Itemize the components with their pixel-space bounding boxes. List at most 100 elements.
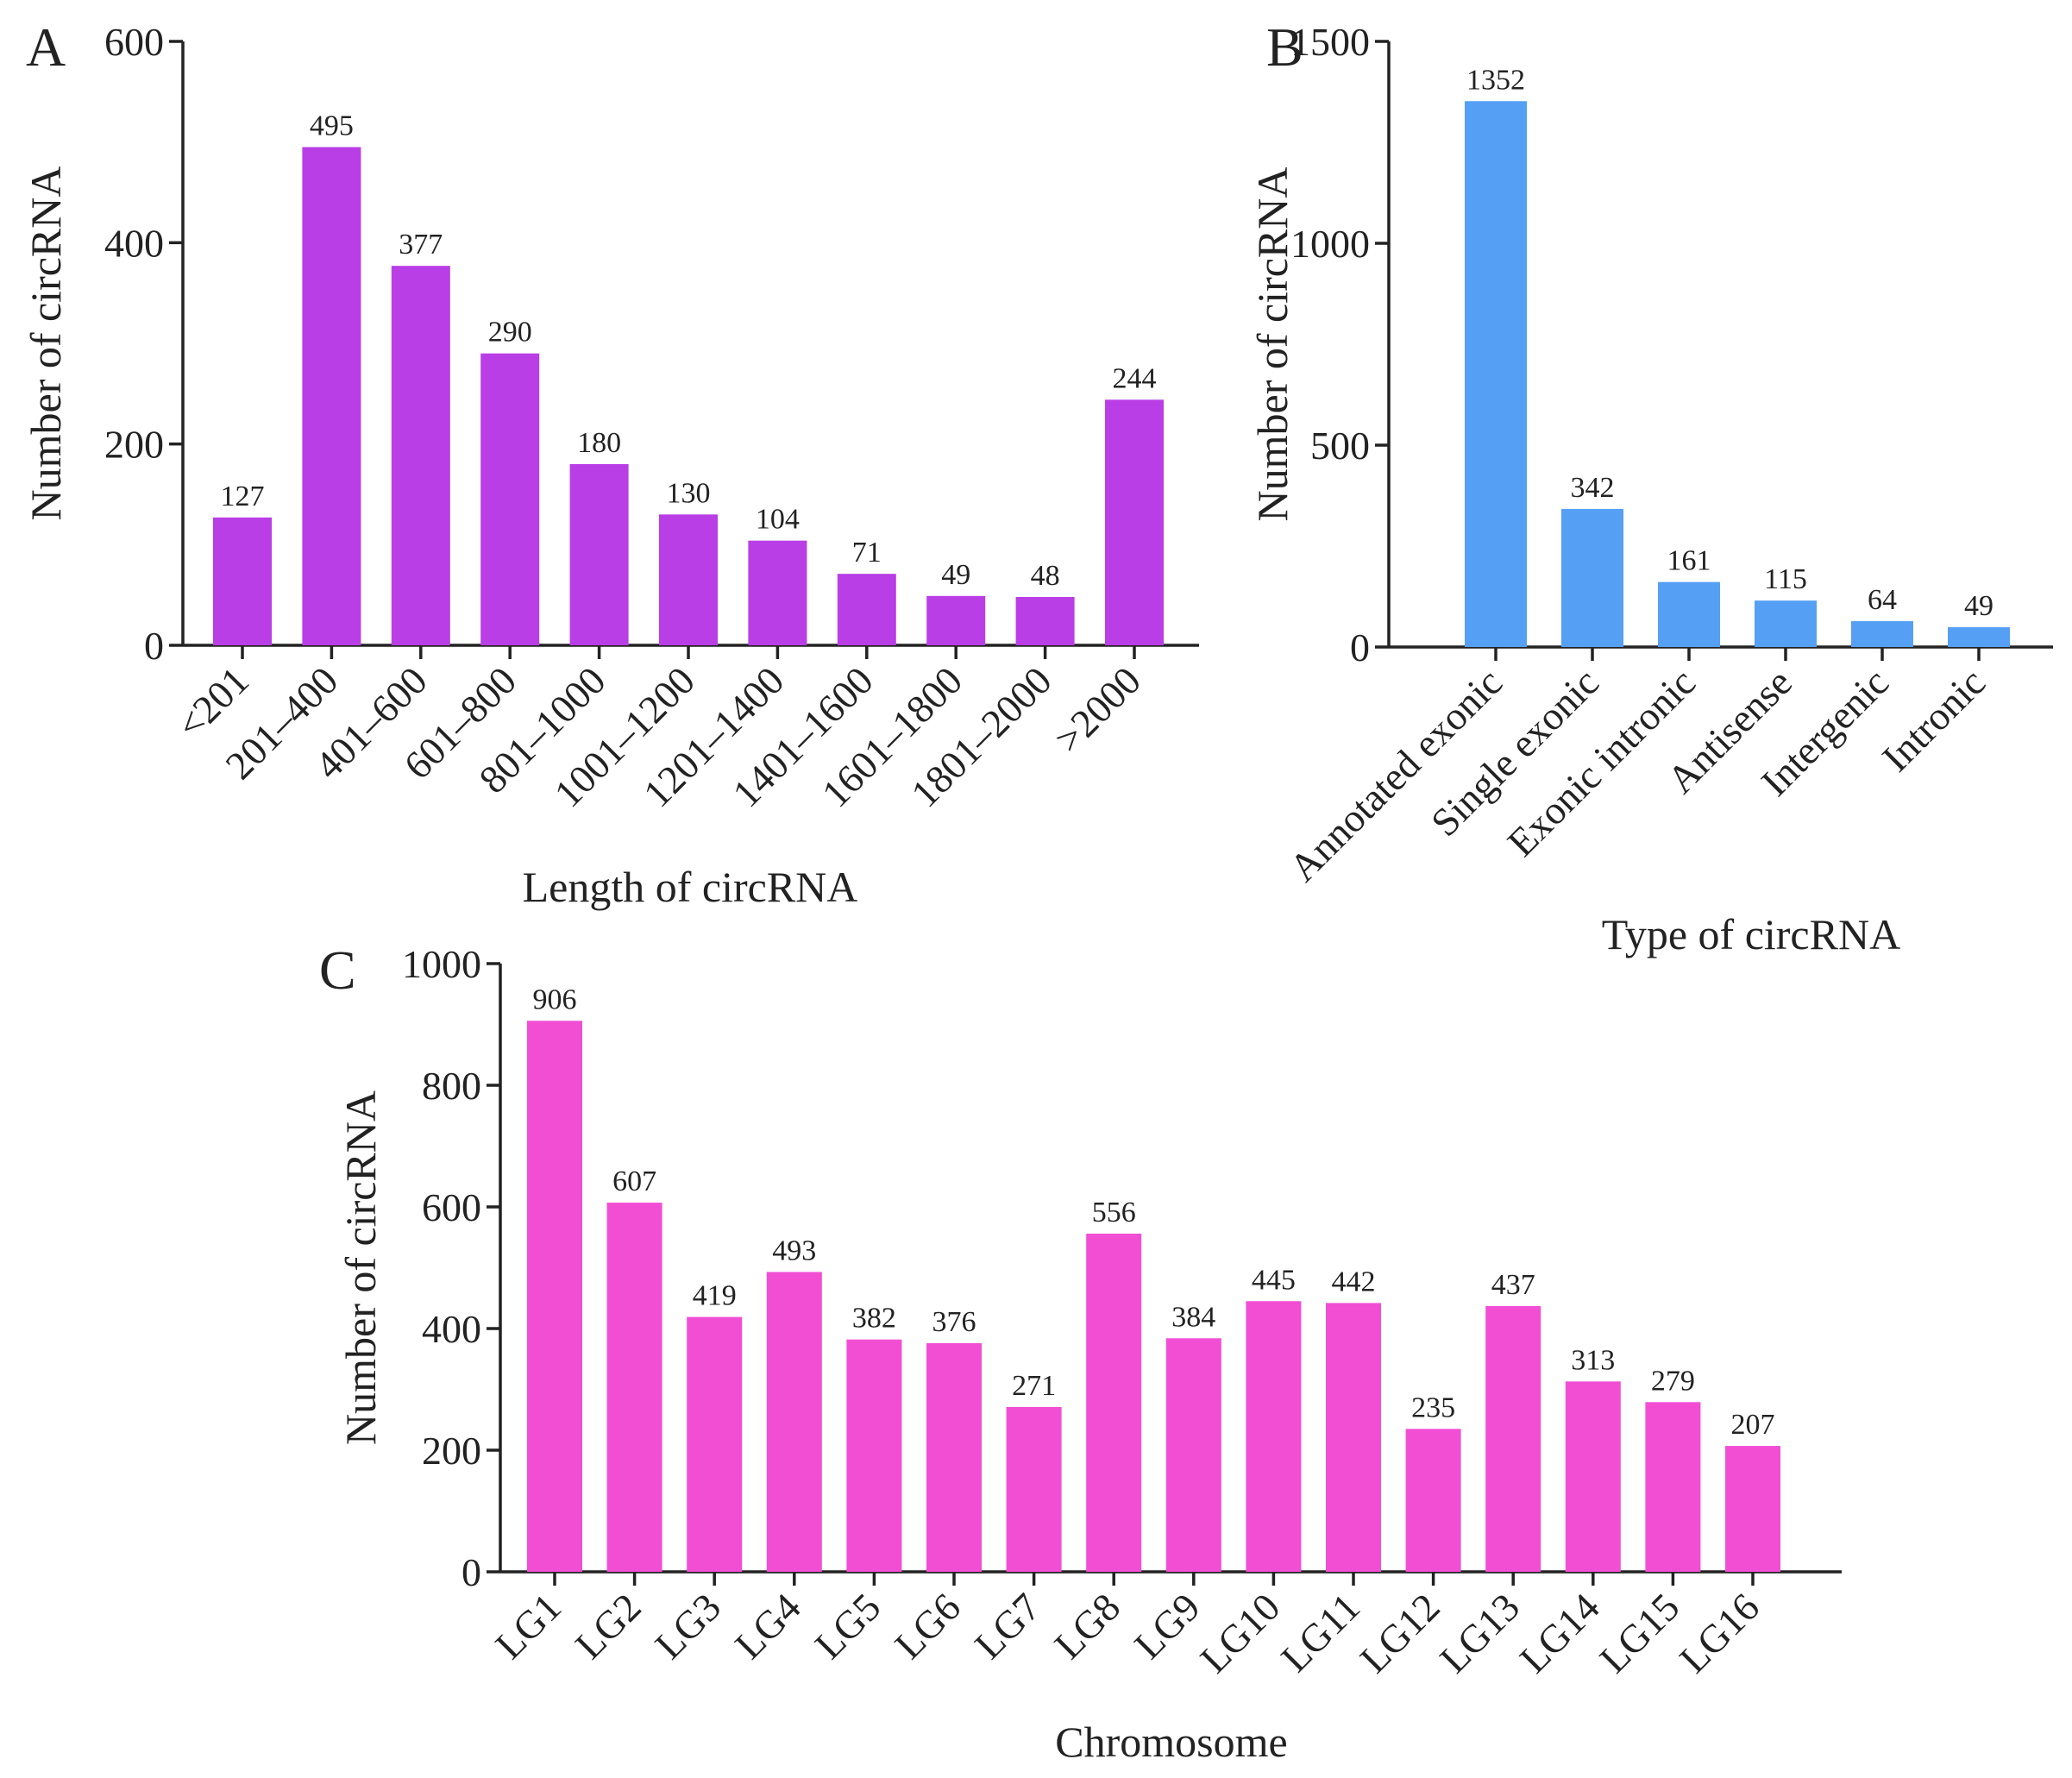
panel-c-value-label: 271 <box>1012 1370 1056 1402</box>
panel-b-value-label: 1352 <box>1466 64 1525 96</box>
panel-b-value-label: 115 <box>1764 563 1807 595</box>
panel-a-category-label: >2000 <box>1046 658 1149 761</box>
panel-a-value-label: 49 <box>941 559 970 591</box>
panel-a-y-tick-label: 600 <box>104 20 164 64</box>
panel-c-bar <box>1725 1446 1780 1572</box>
panel-a-bar <box>1105 399 1164 645</box>
panel-c-y-tick-label: 200 <box>422 1429 481 1473</box>
panel-c-bar <box>606 1203 662 1572</box>
panel-c-value-label: 279 <box>1651 1365 1695 1397</box>
panel-b-y-tick-label: 1500 <box>1290 20 1370 64</box>
panel-c-category-label: LG12 <box>1352 1585 1448 1681</box>
panel-a-value-label: 130 <box>667 477 711 509</box>
panel-c-category-label: LG1 <box>487 1585 569 1668</box>
panel-a-y-tick-label: 200 <box>104 423 164 467</box>
panel-b-bar <box>1851 621 1913 647</box>
panel-a-bar <box>213 517 272 645</box>
panel-a-value-label: 180 <box>577 427 621 459</box>
panel-c-y-tick-label: 800 <box>422 1064 481 1108</box>
panel-a-bar <box>837 574 896 645</box>
panel-b-value-label: 161 <box>1667 545 1711 577</box>
panel-c-bar <box>1006 1406 1062 1572</box>
panel-c-x-axis-title: Chromosome <box>1055 1718 1287 1766</box>
panel-c-category-label: LG3 <box>647 1585 730 1668</box>
panel-c-bar <box>1565 1381 1621 1572</box>
panel-c-value-label: 313 <box>1571 1344 1615 1376</box>
panel-b-category-label: Intronic <box>1874 660 1994 780</box>
panel-a-value-label: 127 <box>221 481 265 512</box>
panel-a-bar <box>1015 597 1075 645</box>
panel-b-bar <box>1561 508 1623 647</box>
panel-c-bar <box>1485 1305 1541 1572</box>
panel-c-category-label: LG5 <box>807 1585 889 1668</box>
panel-c-value-label: 207 <box>1731 1409 1775 1441</box>
panel-b-bar <box>1948 627 2010 647</box>
panel-c-value-label: 445 <box>1252 1264 1296 1296</box>
panel-a-y-tick-label: 400 <box>104 221 164 265</box>
panel-c-bar <box>1246 1301 1302 1572</box>
panel-a-value-label: 48 <box>1031 560 1060 592</box>
panel-a-value-label: 495 <box>310 110 354 142</box>
panel-c-bar <box>926 1342 982 1572</box>
panel-b-bar <box>1755 600 1817 647</box>
panel-c-letter: C <box>319 939 356 1001</box>
panel-c-value-label: 493 <box>772 1235 816 1266</box>
panel-c-bar <box>687 1316 743 1572</box>
panel-b-letter: B <box>1266 16 1303 78</box>
panel-a-letter: A <box>26 16 66 78</box>
panel-c-bar <box>1645 1402 1701 1572</box>
panel-a-bar <box>926 595 986 645</box>
panel-c-value-label: 442 <box>1332 1266 1376 1297</box>
panel-a-value-label: 71 <box>852 537 882 569</box>
panel-c-category-label: LG4 <box>726 1585 809 1668</box>
panel-c-y-tick-label: 1000 <box>402 942 481 986</box>
panel-c-value-label: 376 <box>932 1306 976 1338</box>
panel-b-bar <box>1465 101 1527 648</box>
panel-a-y-tick-label: 0 <box>144 624 164 668</box>
panel-a-bar <box>480 353 540 645</box>
panel-a-value-label: 244 <box>1113 362 1157 394</box>
panel-c-value-label: 556 <box>1092 1197 1136 1228</box>
panel-c-y-tick-label: 600 <box>422 1185 481 1229</box>
panel-a-value-label: 377 <box>399 229 443 261</box>
panel-c-bar <box>1405 1429 1461 1572</box>
panel-a-bar <box>391 266 450 645</box>
panel-c-y-tick-label: 0 <box>461 1550 481 1594</box>
panel-c-bar <box>846 1339 902 1572</box>
panel-a-bar <box>659 514 718 645</box>
panel-b-y-axis-title: Number of circRNA <box>1248 167 1297 522</box>
panel-c-category-label: LG13 <box>1431 1585 1528 1681</box>
panel-c-value-label: 437 <box>1491 1269 1535 1301</box>
panel-c-bar <box>1326 1303 1381 1572</box>
panel-c-category-label: LG11 <box>1272 1585 1368 1681</box>
panel-c-bar <box>527 1021 582 1572</box>
panel-c-value-label: 384 <box>1171 1301 1215 1333</box>
panel-b-y-tick-label: 0 <box>1350 625 1370 669</box>
panel-c-category-label: LG2 <box>567 1585 650 1668</box>
panel-b-x-axis-title: Type of circRNA <box>1602 910 1900 958</box>
panel-c-category-label: LG10 <box>1192 1585 1289 1681</box>
panel-c-value-label: 607 <box>612 1165 656 1197</box>
panel-c-category-label: LG14 <box>1511 1585 1608 1681</box>
panel-c-category-label: LG6 <box>886 1585 969 1668</box>
panel-c-y-tick-label: 400 <box>422 1307 481 1351</box>
panel-b-bar <box>1658 581 1720 647</box>
panel-c-category-label: LG16 <box>1671 1585 1767 1681</box>
panel-a-value-label: 290 <box>488 317 532 349</box>
panel-a-bar <box>302 147 361 645</box>
panel-b-value-label: 342 <box>1571 472 1615 504</box>
panel-c-bar <box>766 1272 822 1572</box>
panel-c-value-label: 235 <box>1411 1392 1455 1423</box>
panel-c-bar <box>1165 1338 1221 1572</box>
panel-c-category-label: LG7 <box>966 1585 1049 1668</box>
panel-c-value-label: 382 <box>852 1303 896 1335</box>
panel-c-value-label: 419 <box>693 1280 737 1312</box>
panel-c-value-label: 906 <box>533 983 577 1015</box>
panel-c-category-label: LG15 <box>1592 1585 1688 1681</box>
panel-a-bar <box>748 540 807 645</box>
panel-a-y-axis-title: Number of circRNA <box>22 166 70 521</box>
chart-panel-a: A0200400600127<201495201–400377401–60029… <box>22 16 1199 911</box>
panel-a-value-label: 104 <box>756 504 800 536</box>
